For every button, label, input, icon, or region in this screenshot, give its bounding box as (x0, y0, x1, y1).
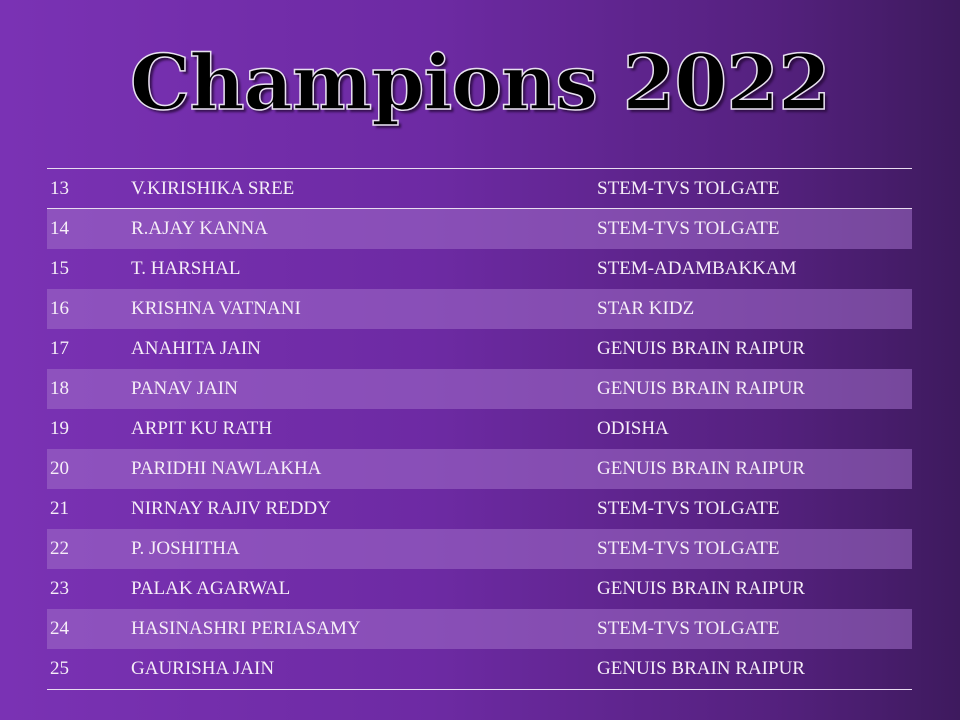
rank-number: 16 (50, 298, 69, 319)
rank-number: 19 (50, 418, 69, 439)
rank-number: 15 (50, 258, 69, 279)
school-name: STAR KIDZ (597, 298, 695, 319)
table-row: 22 P. JOSHITHA STEM-TVS TOLGATE (47, 529, 912, 569)
school-name: STEM-TVS TOLGATE (597, 218, 780, 239)
student-name: NIRNAY RAJIV REDDY (131, 498, 331, 519)
table-row: 24 HASINASHRI PERIASAMY STEM-TVS TOLGATE (47, 609, 912, 649)
rank-number: 18 (50, 378, 69, 399)
rank-number: 14 (50, 218, 69, 239)
school-name: STEM-TVS TOLGATE (597, 498, 780, 519)
rank-number: 13 (50, 177, 69, 199)
student-name: ANAHITA JAIN (131, 338, 261, 359)
rank-number: 24 (50, 618, 69, 639)
table-row: 13 V.KIRISHIKA SREE STEM-TVS TOLGATE (47, 169, 912, 209)
table-row: 15 T. HARSHAL STEM-ADAMBAKKAM (47, 249, 912, 289)
school-name: GENUIS BRAIN RAIPUR (597, 578, 805, 599)
student-name: ARPIT KU RATH (131, 418, 273, 439)
student-name: R.AJAY KANNA (131, 218, 268, 239)
rank-number: 21 (50, 498, 69, 519)
table-row: 23 PALAK AGARWAL GENUIS BRAIN RAIPUR (47, 569, 912, 609)
school-name: STEM-ADAMBAKKAM (597, 258, 797, 279)
student-name: PARIDHI NAWLAKHA (131, 458, 322, 479)
table-row: 25 GAURISHA JAIN GENUIS BRAIN RAIPUR (47, 649, 912, 689)
rank-number: 22 (50, 538, 69, 559)
table-row: 18 PANAV JAIN GENUIS BRAIN RAIPUR (47, 369, 912, 409)
table-row: 19 ARPIT KU RATH ODISHA (47, 409, 912, 449)
school-name: STEM-TVS TOLGATE (597, 618, 780, 639)
rank-number: 23 (50, 578, 69, 599)
student-name: V.KIRISHIKA SREE (131, 177, 295, 199)
table-row: 17 ANAHITA JAIN GENUIS BRAIN RAIPUR (47, 329, 912, 369)
student-name: GAURISHA JAIN (131, 658, 275, 679)
rank-number: 17 (50, 338, 69, 359)
student-name: HASINASHRI PERIASAMY (131, 618, 361, 639)
rank-number: 20 (50, 458, 69, 479)
school-name: STEM-TVS TOLGATE (597, 177, 780, 199)
student-name: P. JOSHITHA (131, 538, 240, 559)
school-name: STEM-TVS TOLGATE (597, 538, 780, 559)
student-name: KRISHNA VATNANI (131, 298, 301, 319)
table-row: 14 R.AJAY KANNA STEM-TVS TOLGATE (47, 209, 912, 249)
school-name: ODISHA (597, 418, 669, 439)
table-row: 16 KRISHNA VATNANI STAR KIDZ (47, 289, 912, 329)
student-name: PANAV JAIN (131, 378, 238, 399)
school-name: GENUIS BRAIN RAIPUR (597, 458, 805, 479)
rank-number: 25 (50, 658, 69, 679)
champions-table: 13 V.KIRISHIKA SREE STEM-TVS TOLGATE 14 R.AJ… (47, 168, 912, 690)
student-name: T. HARSHAL (131, 258, 241, 279)
table-row: 20 PARIDHI NAWLAKHA GENUIS BRAIN RAIPUR (47, 449, 912, 489)
school-name: GENUIS BRAIN RAIPUR (597, 338, 805, 359)
school-name: GENUIS BRAIN RAIPUR (597, 378, 805, 399)
table-row: 21 NIRNAY RAJIV REDDY STEM-TVS TOLGATE (47, 489, 912, 529)
student-name: PALAK AGARWAL (131, 578, 291, 599)
school-name: GENUIS BRAIN RAIPUR (597, 658, 805, 679)
page-title: Champions 2022 (129, 37, 832, 128)
